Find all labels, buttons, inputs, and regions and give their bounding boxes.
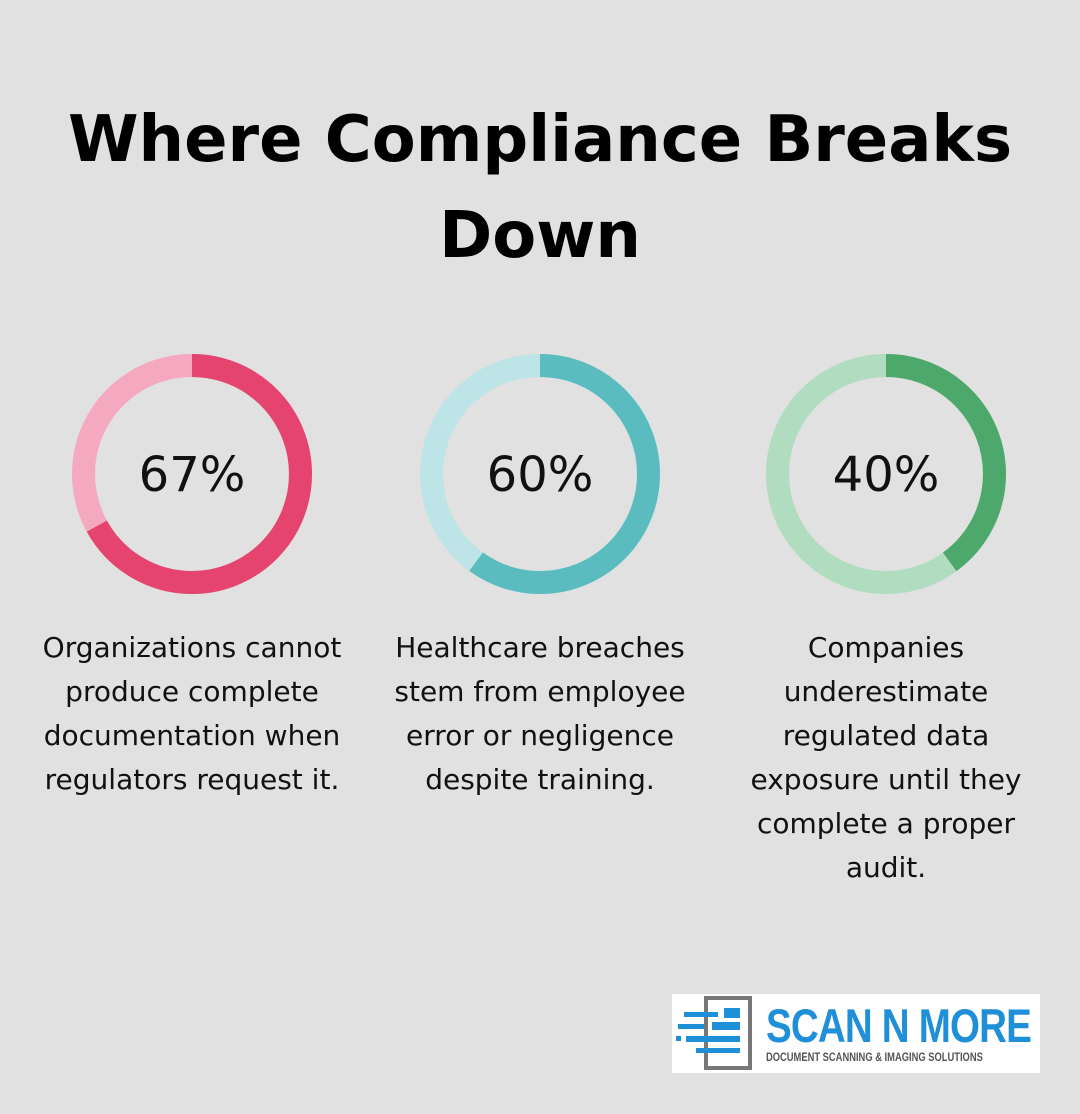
caption: Companies underestimate regulated data e… — [750, 631, 1022, 884]
donut-arc — [72, 354, 312, 594]
donut-arc — [420, 354, 660, 594]
title: Where Compliance Breaks Down — [67, 103, 1013, 273]
value-label: 67% — [139, 447, 246, 503]
donut-charts: 67% 60% 40% — [72, 354, 1006, 594]
logo-icon — [676, 996, 752, 1070]
donut-arc — [766, 354, 1006, 594]
value-label: 60% — [487, 447, 594, 503]
caption: Healthcare breaches stem from employee e… — [394, 631, 686, 796]
caption: Organizations cannot produce complete do… — [42, 631, 342, 796]
value-label: 40% — [833, 447, 940, 503]
logo-name: SCAN N MORE — [766, 999, 1032, 1052]
logo: SCAN N MORE DOCUMENT SCANNING & IMAGING … — [672, 994, 1040, 1073]
logo-tagline: DOCUMENT SCANNING & IMAGING SOLUTIONS — [766, 1050, 983, 1064]
